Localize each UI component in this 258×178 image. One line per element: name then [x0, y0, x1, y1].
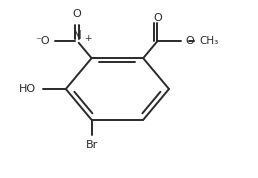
- Text: Br: Br: [85, 140, 98, 150]
- Text: CH₃: CH₃: [199, 36, 218, 46]
- Text: O: O: [153, 13, 162, 23]
- Text: O: O: [185, 36, 194, 46]
- Text: O: O: [73, 9, 82, 19]
- Text: +: +: [84, 34, 91, 43]
- Text: HO: HO: [19, 84, 36, 94]
- Text: N: N: [73, 29, 82, 42]
- Text: ⁻O: ⁻O: [35, 36, 50, 46]
